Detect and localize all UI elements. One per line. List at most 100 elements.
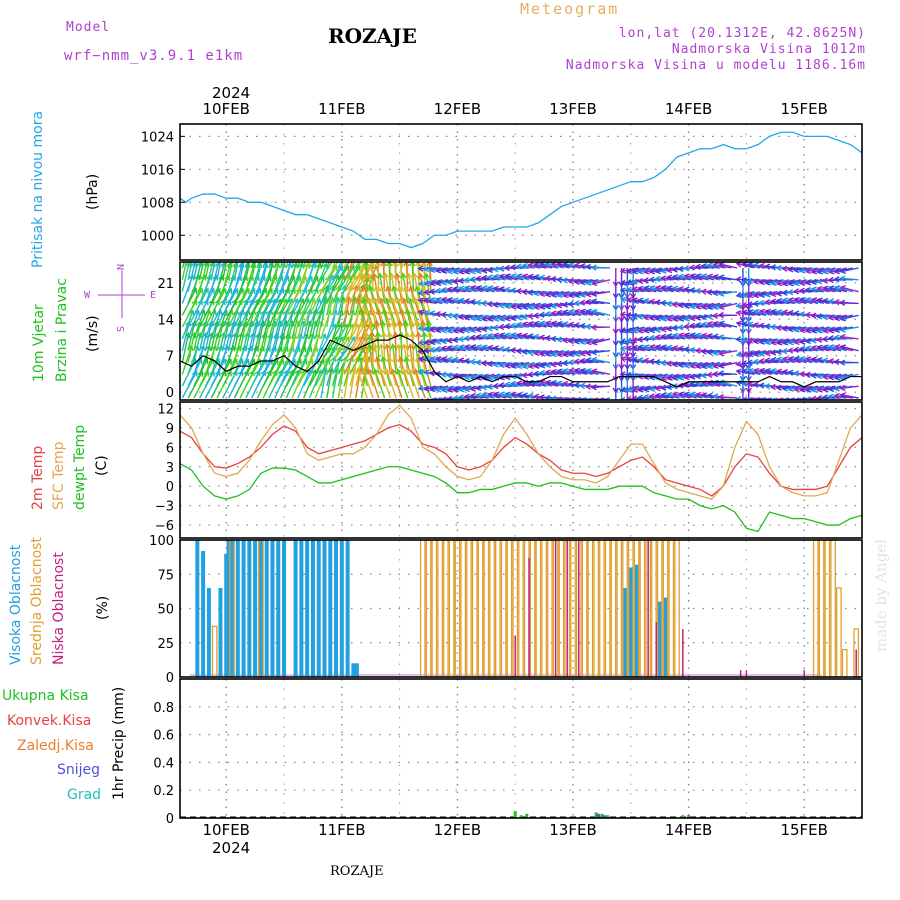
wind-arrowhead	[706, 262, 713, 269]
wind-arrowhead	[332, 336, 338, 343]
wind-arrow	[245, 288, 261, 316]
wind-arrowhead	[409, 262, 416, 267]
wind-arrowhead	[330, 355, 337, 363]
wind-arrow	[239, 262, 250, 292]
wind-arrowhead	[688, 264, 695, 271]
wind-arrowhead	[440, 327, 448, 334]
day-label-bottom-0: 10FEB	[202, 821, 249, 839]
wind-arrowhead	[555, 336, 563, 343]
wind-arrow	[592, 310, 611, 316]
wind-arrow	[181, 262, 186, 269]
temp-line-0	[179, 423, 863, 497]
wind-arrowhead	[417, 265, 424, 272]
wind-arrow	[216, 288, 232, 316]
wind-arrowhead	[717, 311, 724, 319]
cloud-tick-0: 0	[166, 671, 174, 686]
wind-arrowhead	[584, 298, 592, 306]
wind-arrowhead	[654, 392, 661, 399]
wind-arrowhead	[320, 332, 327, 340]
wind-arrowhead	[417, 297, 424, 304]
wind-arrow	[250, 321, 259, 351]
day-label-bottom-4: 14FEB	[665, 821, 712, 839]
wind-arrowhead	[562, 351, 569, 358]
wind-arrowhead	[660, 344, 667, 351]
wind-arrowhead	[695, 303, 702, 310]
wind-arrowhead	[833, 374, 841, 381]
wind-arrowhead	[532, 312, 539, 319]
wind-arrowhead	[816, 297, 823, 304]
wind-arrowhead	[328, 367, 335, 374]
precip-tick-0: 0	[166, 812, 174, 827]
wind-arrowhead	[423, 266, 430, 273]
wind-arrowhead	[417, 325, 424, 332]
wind-arrowhead	[753, 308, 760, 316]
wind-arrowhead	[219, 332, 227, 339]
wind-arrowhead	[573, 262, 580, 269]
temp-tick-0: −6	[155, 519, 174, 534]
wind-arrowhead	[452, 285, 459, 293]
wind-arrowhead	[413, 297, 420, 304]
wind-arrowhead	[671, 285, 679, 292]
precip-bar-0	[606, 815, 610, 818]
wind-arrow	[222, 262, 226, 269]
wind-arrowhead	[384, 297, 391, 304]
wind-arrowhead	[367, 297, 374, 304]
wind-arrowhead	[457, 357, 465, 364]
wind-arrowhead	[712, 333, 719, 340]
wind-arrowhead	[429, 326, 436, 333]
wind-arrowhead	[188, 309, 195, 316]
wind-arrow	[308, 298, 321, 328]
wind-arrowhead	[521, 392, 528, 399]
wind-arrowhead	[654, 285, 662, 292]
wind-arrowhead	[463, 357, 470, 365]
wind-arrowhead	[362, 285, 369, 292]
wind-arrowhead	[374, 331, 382, 338]
wind-arrowhead	[799, 338, 806, 345]
wind-arrowhead	[590, 384, 597, 391]
watermark: made by Angel	[872, 539, 890, 652]
wind-arrowhead	[417, 368, 424, 376]
wind-arrowhead	[677, 332, 685, 339]
wind-arrowhead	[544, 291, 552, 298]
wind-arrowhead	[775, 384, 782, 391]
wind-arrowhead	[689, 273, 696, 280]
wind-arrow	[719, 381, 738, 387]
wind-arrowhead	[689, 391, 696, 398]
wind-arrowhead	[409, 355, 416, 363]
cloud-tick-2: 50	[157, 603, 174, 618]
wind-arrow	[719, 263, 738, 269]
wind-arrowhead	[700, 348, 707, 355]
wind-arrowhead	[827, 358, 834, 365]
wind-arrowhead	[550, 335, 557, 343]
wind-arrowhead	[631, 356, 638, 363]
wind-arrowhead	[683, 381, 690, 389]
wind-arrowhead	[827, 276, 834, 284]
wind-arrowhead	[839, 384, 846, 392]
temp-subtitle: SFC Temp	[51, 441, 67, 510]
wind-arrowhead	[355, 336, 362, 343]
wind-arrowhead	[475, 333, 482, 341]
wind-arrowhead	[573, 291, 581, 299]
wind-arrowhead	[492, 332, 500, 339]
model-label: Model	[66, 20, 111, 35]
wind-arrowhead	[833, 326, 841, 334]
wind-arrow	[337, 324, 354, 352]
wind-arrowhead	[374, 285, 381, 292]
wind-arrowhead	[458, 344, 465, 351]
wind-arrowhead	[839, 326, 846, 333]
wind-arrow	[291, 333, 302, 363]
wind-arrowhead	[481, 374, 488, 381]
wind-arrowhead	[666, 344, 673, 351]
wind-arrow	[599, 397, 611, 400]
wind-arrow	[187, 333, 196, 363]
wind-arrowhead	[550, 320, 558, 327]
wind-arrowhead	[740, 360, 748, 367]
wind-arrowhead	[833, 334, 840, 341]
wind-arrowhead	[527, 392, 534, 400]
wind-arrowhead	[717, 393, 724, 400]
compass-north: N	[114, 264, 125, 270]
wind-arrowhead	[781, 289, 788, 297]
wind-arrowhead	[787, 288, 794, 296]
wind-arrowhead	[828, 344, 835, 351]
wind-arrowhead	[446, 337, 453, 344]
